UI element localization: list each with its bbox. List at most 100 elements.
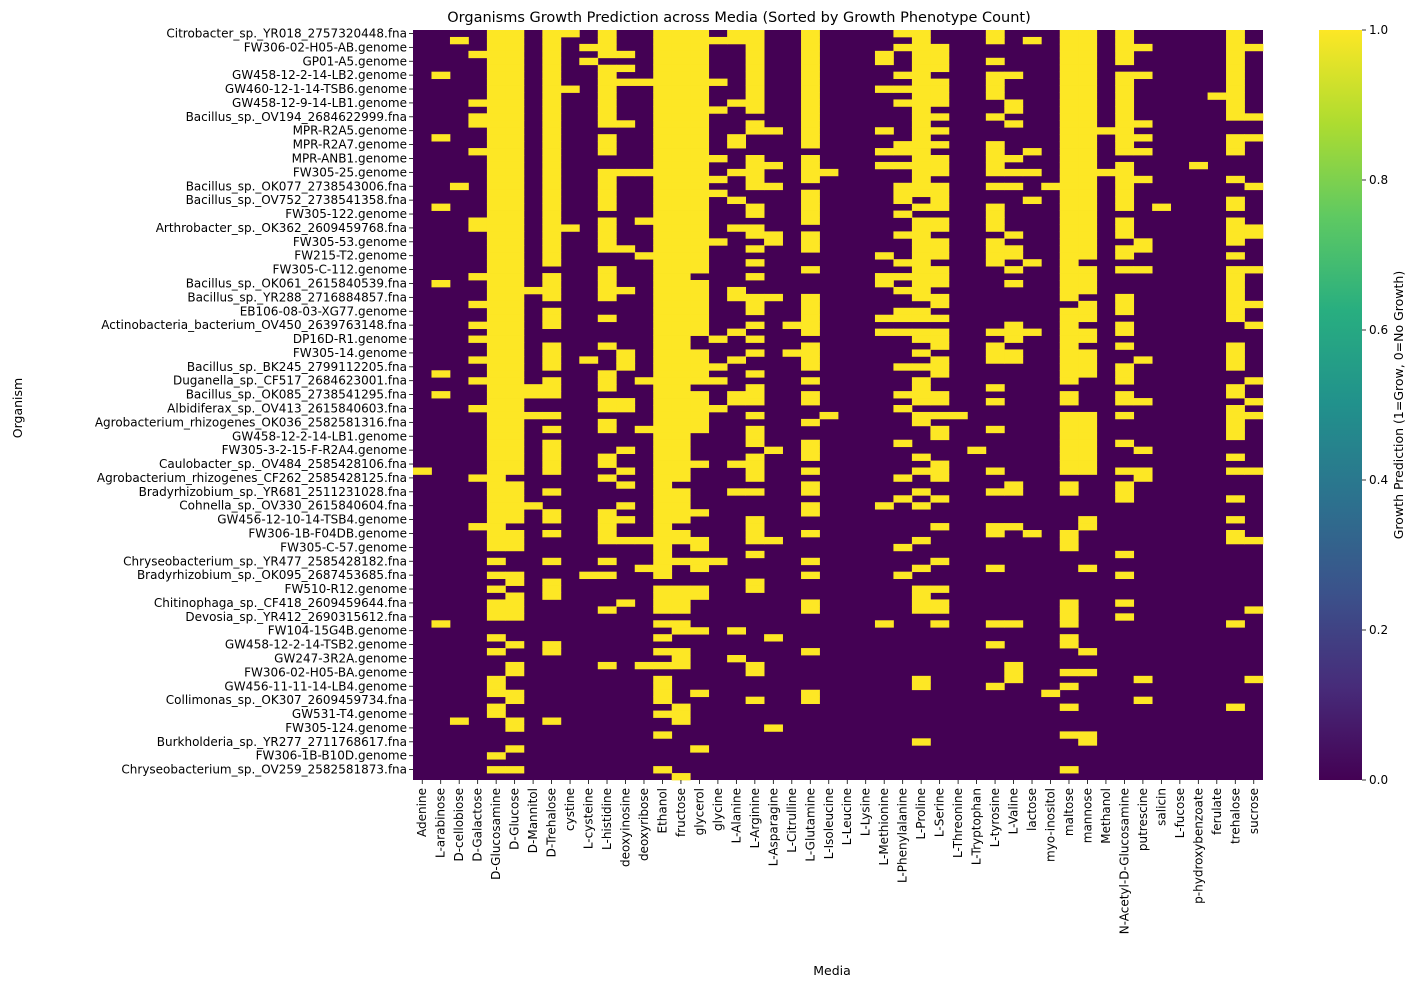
heatmap-cell xyxy=(745,161,765,170)
heatmap-cell xyxy=(893,196,913,205)
heatmap-cell xyxy=(1059,432,1079,441)
heatmap-cell xyxy=(745,155,765,163)
heatmap-cell xyxy=(1226,405,1245,413)
heatmap-cell xyxy=(486,453,506,461)
heatmap-cell xyxy=(505,328,525,336)
heatmap-cell xyxy=(911,92,931,100)
heatmap-cell xyxy=(745,273,765,281)
heatmap-cell xyxy=(930,99,950,107)
heatmap-cell xyxy=(1059,210,1079,218)
heatmap-cell xyxy=(874,148,894,156)
heatmap-cell xyxy=(486,259,506,267)
heatmap-cell xyxy=(1059,113,1079,121)
heatmap-cell xyxy=(745,182,765,191)
y-tick-label: FW305-3-2-15-F-R2A4.genome xyxy=(222,443,407,457)
heatmap-cell xyxy=(911,592,931,600)
y-tick-label: GW460-12-1-14-TSB6.genome xyxy=(225,82,407,96)
heatmap-cell xyxy=(1244,675,1264,684)
heatmap-cell xyxy=(930,217,950,225)
heatmap-cell xyxy=(1059,245,1079,253)
heatmap-cell xyxy=(542,391,562,399)
heatmap-cell xyxy=(745,36,765,45)
heatmap-cell xyxy=(1226,196,1245,205)
heatmap-cell xyxy=(542,516,562,524)
heatmap-cell xyxy=(911,252,931,260)
heatmap-cell xyxy=(985,349,1005,357)
heatmap-cell xyxy=(801,467,820,475)
heatmap-cell xyxy=(486,495,506,503)
heatmap-cell xyxy=(801,502,820,510)
heatmap-cell xyxy=(1059,398,1079,406)
heatmap-cell xyxy=(653,113,673,121)
heatmap-cell xyxy=(597,273,617,281)
heatmap-cell xyxy=(690,217,710,225)
heatmap-cell xyxy=(985,356,1005,364)
y-tick-label: GW531-T4.genome xyxy=(292,707,407,721)
heatmap-cell xyxy=(690,300,710,309)
heatmap-cell xyxy=(1133,356,1153,364)
heatmap-cell xyxy=(634,252,654,260)
y-tick-label: Burkholderia_sp._YR277_2711768617.fna xyxy=(157,735,407,749)
heatmap-cell xyxy=(727,488,747,496)
heatmap-cell xyxy=(1226,280,1245,288)
heatmap-cell xyxy=(486,238,506,246)
heatmap-cell xyxy=(690,314,710,323)
heatmap-cell xyxy=(690,509,710,517)
y-tick-label: EB106-08-03-XG77.genome xyxy=(240,304,407,318)
heatmap-cell xyxy=(671,585,691,593)
heatmap-cell xyxy=(690,30,710,38)
heatmap-cell xyxy=(542,134,562,142)
heatmap-cell xyxy=(1059,446,1079,455)
heatmap-cell xyxy=(505,530,525,538)
heatmap-cell xyxy=(801,71,820,80)
x-tick-label: L-Tryptophan xyxy=(970,788,984,865)
heatmap-cell xyxy=(653,606,673,614)
heatmap-cell xyxy=(486,432,506,441)
heatmap-cell xyxy=(690,168,710,177)
heatmap-cell xyxy=(505,238,525,246)
heatmap-cell xyxy=(801,175,820,184)
heatmap-cell xyxy=(653,467,673,475)
heatmap-cell xyxy=(468,474,488,482)
heatmap-cell xyxy=(1041,182,1061,191)
y-tick-label: Cohnella_sp._OV330_2615840604.fna xyxy=(179,499,407,513)
heatmap-cell xyxy=(1078,196,1098,205)
heatmap-cell xyxy=(653,134,673,142)
heatmap-cell xyxy=(542,557,562,566)
heatmap-cell xyxy=(468,217,488,225)
y-tick-label: GW456-12-10-14-TSB4.genome xyxy=(217,513,407,527)
heatmap-cell xyxy=(542,92,562,100)
heatmap-cell xyxy=(486,613,506,621)
heatmap-cell xyxy=(468,523,488,531)
heatmap-cell xyxy=(1004,620,1024,628)
heatmap-cell xyxy=(653,398,673,406)
heatmap-cell xyxy=(505,168,525,177)
heatmap-cell xyxy=(1004,252,1024,260)
heatmap-cell xyxy=(801,196,820,205)
heatmap-cell xyxy=(653,238,673,246)
heatmap-cell xyxy=(431,620,451,628)
heatmap-cell xyxy=(930,64,950,73)
colorbar-ticks: 0.0 0.2 0.4 0.6 0.8 1.0 xyxy=(1362,23,1388,787)
heatmap-cell xyxy=(653,634,673,642)
heatmap-cell xyxy=(1244,113,1264,121)
heatmap-cell xyxy=(801,446,820,455)
heatmap-cell xyxy=(1004,481,1024,489)
heatmap-cell xyxy=(1078,731,1098,739)
heatmap-cell xyxy=(653,696,673,705)
y-tick-label: GW458-12-2-14-LB2.genome xyxy=(232,68,407,82)
heatmap-cell xyxy=(1226,300,1245,309)
heatmap-cell xyxy=(911,43,931,52)
heatmap-cell xyxy=(542,36,562,45)
heatmap-cell xyxy=(486,516,506,524)
heatmap-cell xyxy=(505,161,525,170)
heatmap-cell xyxy=(486,467,506,475)
heatmap-cell xyxy=(597,516,617,524)
heatmap-cell xyxy=(634,78,654,86)
heatmap-cell xyxy=(468,113,488,121)
heatmap-cell xyxy=(523,391,543,399)
heatmap-cell xyxy=(542,363,562,371)
heatmap-cell xyxy=(1226,30,1245,38)
heatmap-cell xyxy=(764,238,783,246)
heatmap-cell xyxy=(1059,43,1079,52)
